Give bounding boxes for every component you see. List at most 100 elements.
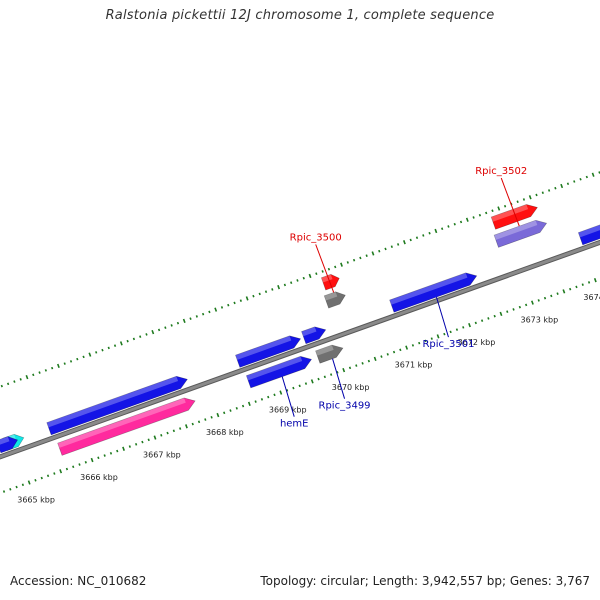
tick-mark-upper xyxy=(252,294,255,298)
tick-mark-lower xyxy=(468,322,471,328)
tick-mark-lower xyxy=(386,353,389,356)
tick-mark-upper xyxy=(38,371,41,374)
tick-mark-lower xyxy=(392,350,396,354)
tick-mark-upper xyxy=(371,251,375,256)
tick-mark-lower xyxy=(103,454,106,457)
tick-mark-lower xyxy=(493,314,496,318)
gene-blue-long[interactable] xyxy=(46,375,188,436)
gene-Rpic_3499[interactable] xyxy=(315,344,344,364)
scale-label-group: 3665 kbp 3666 kbp 3667 kbp 3668 kbp 3669 kbp… xyxy=(17,293,600,504)
tick-mark-lower xyxy=(418,341,421,345)
tick-mark-upper xyxy=(176,321,180,325)
tick-mark-lower xyxy=(90,457,94,463)
tick-mark-lower xyxy=(204,418,207,421)
tick-mark-upper xyxy=(346,261,349,264)
tick-mark-upper xyxy=(434,228,438,234)
tick-mark-lower xyxy=(449,330,452,334)
gene-blue-small[interactable] xyxy=(301,326,327,345)
tick-mark-upper xyxy=(82,355,85,359)
tick-mark-upper xyxy=(327,267,331,271)
tick-mark-upper xyxy=(579,177,582,181)
scale-label: 3669 kbp xyxy=(269,406,307,415)
tick-mark-upper xyxy=(51,366,54,370)
gene-hemE[interactable] xyxy=(246,356,312,389)
tick-mark-upper xyxy=(0,384,3,388)
tick-mark-upper xyxy=(422,234,425,237)
tick-mark-lower xyxy=(512,308,515,311)
backbone-group xyxy=(0,239,600,460)
tick-mark-lower xyxy=(84,460,87,464)
tick-mark-lower xyxy=(247,401,251,406)
gene-label-Rpic_3501: Rpic_3501 xyxy=(422,339,474,350)
tick-mark-upper xyxy=(459,220,463,224)
tick-mark-lower xyxy=(197,420,201,424)
tick-mark-lower xyxy=(15,485,18,489)
tick-mark-lower xyxy=(235,407,238,410)
tick-mark-lower xyxy=(267,395,270,399)
label-leader-line xyxy=(315,244,335,293)
scale-label: 3671 kbp xyxy=(395,361,433,370)
gene-group[interactable] xyxy=(0,192,600,456)
tick-mark-upper xyxy=(315,272,318,275)
tick-mark-upper xyxy=(258,292,261,296)
tick-mark-upper xyxy=(359,256,362,260)
tick-mark-lower xyxy=(279,390,283,395)
tick-mark-lower xyxy=(72,465,75,469)
tick-mark-lower xyxy=(361,362,364,365)
tick-mark-upper xyxy=(472,216,475,219)
tick-mark-upper xyxy=(170,324,173,327)
scale-label: 3672 kbp xyxy=(458,338,496,347)
gene-Rpic_3500[interactable] xyxy=(323,291,346,309)
tick-mark-lower xyxy=(34,478,37,482)
tick-mark-lower xyxy=(27,480,31,485)
tick-mark-upper xyxy=(119,341,123,346)
tick-mark-lower xyxy=(254,400,257,403)
gene-blue-left[interactable] xyxy=(0,436,18,454)
label-leader-line xyxy=(281,376,295,417)
genome-stats-text: Topology: circular; Length: 3,942,557 bp… xyxy=(260,574,590,588)
tick-mark-lower xyxy=(172,429,175,433)
tick-mark-upper xyxy=(585,175,588,179)
tick-mark-lower xyxy=(550,294,553,298)
tick-mark-lower xyxy=(46,474,50,478)
tick-mark-upper xyxy=(378,249,381,253)
tick-mark-lower xyxy=(487,317,490,320)
tick-mark-lower xyxy=(317,377,320,381)
scale-label: 3674 kbp xyxy=(583,293,600,302)
tick-mark-lower xyxy=(330,373,333,376)
tick-mark-lower xyxy=(191,422,194,426)
tick-mark-lower xyxy=(109,451,113,455)
tick-mark-upper xyxy=(428,231,431,235)
tick-mark-upper xyxy=(441,227,444,231)
tick-mark-upper xyxy=(365,254,368,258)
gene-red-right[interactable] xyxy=(490,204,538,230)
tick-mark-lower xyxy=(411,344,415,347)
gene-label-group: hemE Rpic_3499 Rpic_3500 Rpic_3501 Rpic_3502 xyxy=(280,166,527,430)
tick-mark-upper xyxy=(321,270,324,273)
tick-mark-lower xyxy=(160,434,163,437)
tick-mark-lower xyxy=(462,326,465,329)
scale-label: 3665 kbp xyxy=(17,495,55,504)
tick-track-lower xyxy=(2,278,597,493)
tick-mark-upper xyxy=(139,335,142,338)
tick-mark-lower xyxy=(443,332,446,336)
tick-mark-lower xyxy=(506,310,509,313)
gene-Rpic_3501[interactable] xyxy=(389,272,478,313)
gene-magenta[interactable] xyxy=(57,397,196,456)
tick-mark-upper xyxy=(409,238,412,242)
scale-label: 3667 kbp xyxy=(143,451,181,460)
tick-mark-lower xyxy=(40,476,43,480)
tick-mark-upper xyxy=(503,204,507,208)
tick-mark-lower xyxy=(430,337,433,340)
tick-track-upper xyxy=(0,171,600,388)
tick-mark-lower xyxy=(499,311,503,317)
tick-mark-lower xyxy=(587,281,591,284)
gene-blue-right[interactable] xyxy=(577,224,600,246)
tick-mark-lower xyxy=(292,386,295,390)
gene-blue-mid[interactable] xyxy=(235,335,302,368)
tick-mark-upper xyxy=(340,262,343,267)
tick-mark-lower xyxy=(569,287,572,291)
gene-Rpic_3502[interactable] xyxy=(493,219,548,248)
tick-mark-upper xyxy=(541,191,544,195)
